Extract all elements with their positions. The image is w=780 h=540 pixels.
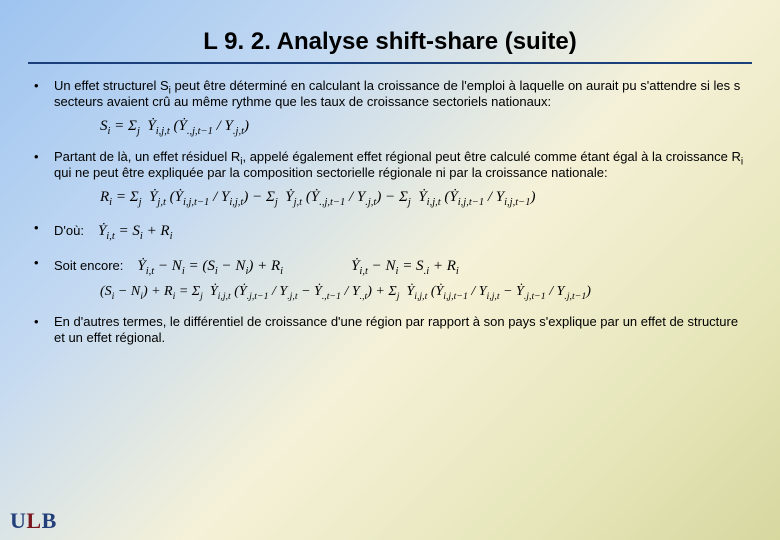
bullet-1-text-a: Un effet structurel S [54, 78, 169, 93]
bullet-3-text: D'où: [54, 223, 84, 239]
equation-2-row: Ri = Σj Ẏj,t (Ẏi,j,t−1 / Yi,j,t) − Σj Ẏj… [100, 186, 752, 209]
bullet-1: Un effet structurel Si peut être détermi… [28, 78, 752, 137]
equation-2: Ri = Σj Ẏj,t (Ẏi,j,t−1 / Yi,j,t) − Σj Ẏj… [100, 186, 535, 209]
bullet-4: Soit encore: Ẏi,t − Ni = (Si − Ni) + Ri … [28, 255, 752, 303]
equation-5: (Si − Ni) + Ri = Σj Ẏi,j,t (Ẏ.j,t−1 / Y.… [100, 281, 591, 302]
bullet-5-text: En d'autres termes, le différentiel de c… [54, 314, 738, 345]
title-rule [28, 62, 752, 64]
bullet-2: Partant de là, un effet résiduel R i, app… [28, 149, 752, 208]
bullet-2-text-c: qui ne peut être expliquée par la compos… [54, 165, 608, 180]
equation-4b: Ẏi,t − Ni = S.i + Ri [351, 255, 459, 278]
logo-b: B [42, 508, 57, 533]
bullet-2-text-a: Partant de là, un effet résiduel R [54, 149, 240, 164]
equation-1-row: Si = Σj Ẏi,j,t (Ẏ.,j,t−1 / Y.j,t) [100, 115, 752, 138]
equation-4a: Ẏi,t − Ni = (Si − Ni) + Ri [137, 255, 283, 278]
ulb-logo: ULB [10, 508, 57, 534]
bullet-2-text-b: , appelé également effet régional peut ê… [242, 149, 740, 164]
bullet-4-text: Soit encore: [54, 258, 123, 274]
logo-l: L [26, 508, 41, 533]
equation-5-row: (Si − Ni) + Ri = Σj Ẏi,j,t (Ẏ.j,t−1 / Y.… [100, 281, 752, 302]
equation-3: Ẏi,t = Si + Ri [98, 220, 173, 243]
bullet-5: En d'autres termes, le différentiel de c… [28, 314, 752, 347]
logo-u: U [10, 508, 26, 533]
bullet-list: Un effet structurel Si peut être détermi… [28, 78, 752, 347]
bullet-2-sub2: i [741, 157, 743, 168]
equation-1: Si = Σj Ẏi,j,t (Ẏ.,j,t−1 / Y.j,t) [100, 115, 249, 138]
bullet-3: D'où: Ẏi,t = Si + Ri [28, 220, 752, 243]
slide-title: L 9. 2. Analyse shift-share (suite) [28, 28, 752, 56]
slide: L 9. 2. Analyse shift-share (suite) Un e… [0, 0, 780, 540]
